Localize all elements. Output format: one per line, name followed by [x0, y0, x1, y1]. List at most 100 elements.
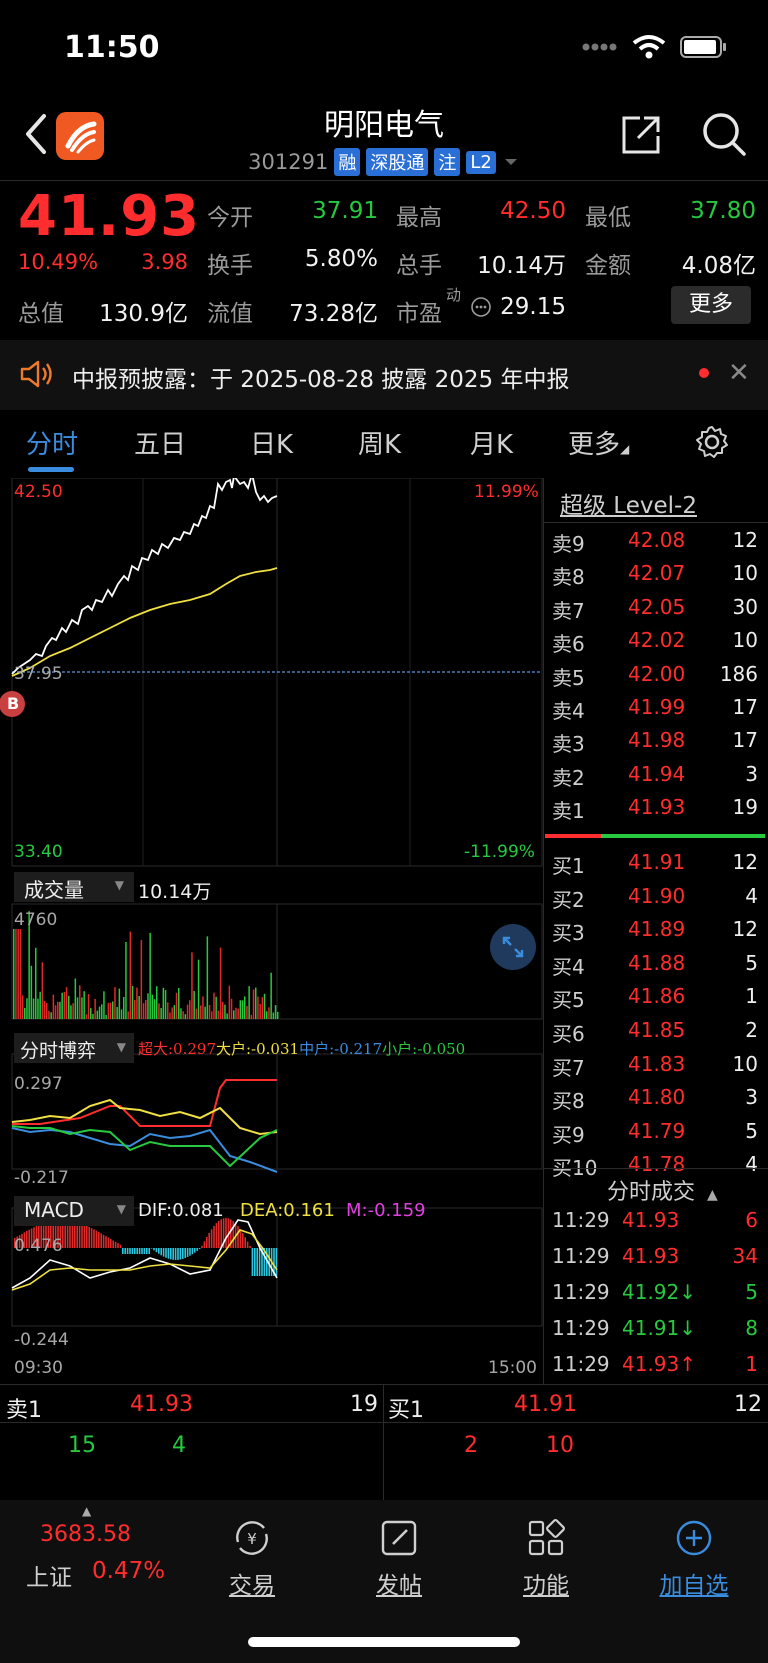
bid-row[interactable]: 买1 41.91 12 — [552, 850, 758, 880]
ask-price: 42.02 — [628, 628, 686, 653]
nav-trade[interactable]: ¥ 交易 — [182, 1518, 322, 1600]
more-button[interactable]: 更多 — [671, 286, 751, 324]
ask-row[interactable]: 卖2 41.94 3 — [552, 762, 758, 792]
amount-value: 4.08亿 — [681, 253, 756, 279]
ask-row[interactable]: 卖3 41.98 17 — [552, 728, 758, 758]
open-value: 37.91 — [312, 198, 378, 224]
tab-more[interactable]: 更多◢ — [568, 424, 629, 461]
bid-volume: 3 — [745, 1085, 758, 1110]
tab-weekly-k[interactable]: 周K — [358, 430, 402, 460]
tab-monthly-k[interactable]: 月K — [470, 430, 514, 460]
level1-ask-sub1: 15 — [68, 1433, 96, 1458]
nav-post[interactable]: 发帖 — [329, 1518, 469, 1600]
bid-row[interactable]: 买4 41.88 5 — [552, 951, 758, 981]
ask-row[interactable]: 卖4 41.99 17 — [552, 695, 758, 725]
macd-axis-max: 0.476 — [14, 1236, 63, 1256]
tab-daily-k[interactable]: 日K — [250, 430, 294, 460]
nav-trade-label: 交易 — [229, 1573, 275, 1599]
ask-row[interactable]: 卖1 41.93 19 — [552, 795, 758, 825]
tab-intraday[interactable]: 分时 — [26, 430, 79, 460]
bid-row[interactable]: 买6 41.85 2 — [552, 1018, 758, 1048]
tab-active-indicator — [28, 467, 74, 472]
bid-price: 41.89 — [628, 917, 686, 942]
search-icon[interactable] — [700, 110, 748, 158]
volume-indicator-selector[interactable]: 成交量 ▼ — [14, 872, 134, 902]
intraday-chart[interactable] — [0, 478, 545, 1378]
level2-title[interactable]: 超级 Level-2 — [560, 493, 697, 519]
pe-more-icon[interactable] — [470, 296, 492, 318]
bid-row[interactable]: 买10 41.78 4 — [552, 1152, 758, 1182]
tick-time: 11:29 — [552, 1352, 610, 1376]
price-line — [11, 478, 278, 675]
macd-indicator-selector[interactable]: MACD ▼ — [14, 1196, 134, 1226]
index-name: 上证 — [26, 1565, 72, 1591]
buy-signal-badge-label: B — [7, 694, 20, 713]
ask-ratio-segment — [545, 834, 601, 838]
level1-bid-vol: 12 — [734, 1392, 762, 1417]
stock-code-row[interactable]: 301291 融 深股通 注 L2 — [0, 148, 768, 176]
nav-post-label: 发帖 — [376, 1573, 422, 1599]
bo-indicator-selector[interactable]: 分时博弈 ▼ — [14, 1033, 134, 1063]
ask-volume: 12 — [732, 528, 758, 552]
share-icon[interactable] — [618, 112, 664, 158]
ask-row[interactable]: 卖8 42.07 10 — [552, 561, 758, 591]
bid-price: 41.83 — [628, 1051, 686, 1076]
bid-row[interactable]: 买9 41.79 5 — [552, 1119, 758, 1149]
dropdown-icon — [504, 159, 517, 165]
tab-more-caret-icon: ◢ — [620, 442, 630, 456]
ask-level-label: 卖1 — [552, 799, 585, 824]
nav-functions[interactable]: 功能 — [476, 1518, 616, 1600]
notice-bar[interactable] — [0, 340, 768, 410]
bid-level-label: 买5 — [552, 988, 585, 1013]
pe-value: 29.15 — [500, 294, 566, 320]
bid-row[interactable]: 买7 41.83 10 — [552, 1052, 758, 1082]
ask-row[interactable]: 卖6 42.02 10 — [552, 628, 758, 658]
last-price: 41.93 — [18, 184, 201, 249]
total-cap-label: 总值 — [18, 301, 64, 327]
buy-signal-badge — [0, 691, 25, 717]
macd-indicator-caret-icon: ▼ — [116, 1202, 126, 1216]
app-logo — [56, 112, 104, 160]
bid-volume: 4 — [745, 883, 758, 908]
tab-five-day[interactable]: 五日 — [134, 430, 187, 460]
tick-price: 41.92↓ — [622, 1280, 697, 1304]
index-value[interactable]: 3683.58 — [40, 1522, 131, 1547]
fullscreen-button[interactable] — [490, 924, 536, 970]
post-icon — [381, 1520, 417, 1556]
ask-row[interactable]: 卖7 42.05 30 — [552, 595, 758, 625]
notice-close-icon[interactable]: ✕ — [728, 358, 750, 388]
macd-axis-min: -0.244 — [14, 1330, 69, 1350]
index-expand-icon[interactable]: ▲ — [82, 1504, 92, 1518]
nav-add-watchlist[interactable]: 加自选 — [624, 1518, 764, 1600]
bid-row[interactable]: 买2 41.90 4 — [552, 884, 758, 914]
chart-settings-gear-icon[interactable] — [694, 424, 730, 460]
bo-super-line — [12, 1079, 277, 1127]
pe-label: 市盈 — [396, 301, 442, 327]
level1-ask-vol: 19 — [350, 1392, 378, 1417]
svg-text:¥: ¥ — [247, 1530, 257, 1548]
low-value: 37.80 — [690, 198, 756, 224]
index-change-pct: 0.47% — [92, 1558, 166, 1584]
avg-price-line — [11, 567, 278, 677]
level1-ask-price: 41.93 — [130, 1392, 193, 1417]
ask-price: 41.99 — [628, 695, 686, 719]
bid-row[interactable]: 买8 41.80 3 — [552, 1085, 758, 1115]
bid-row[interactable]: 买5 41.86 1 — [552, 984, 758, 1014]
back-icon[interactable] — [14, 106, 58, 162]
tag-registered: 注 — [434, 148, 461, 176]
bid-volume: 4 — [745, 1152, 758, 1177]
bid-row[interactable]: 买3 41.89 12 — [552, 917, 758, 947]
ask-row[interactable]: 卖5 42.00 186 — [552, 662, 758, 692]
tag-margin: 融 — [334, 148, 361, 176]
turnover-label: 换手 — [207, 253, 253, 279]
bid-level-label: 买10 — [552, 1156, 598, 1181]
bo-legend-medium: 中户:-0.217 — [299, 1040, 383, 1058]
bid-price: 41.85 — [628, 1018, 686, 1042]
ticks-title[interactable]: 分时成交 ▲ — [607, 1174, 718, 1206]
bid-price: 41.79 — [628, 1118, 686, 1143]
bid-price: 41.86 — [628, 984, 686, 1009]
pct-axis-high: 11.99% — [474, 482, 539, 502]
amount-label: 金额 — [585, 253, 631, 279]
ask-row[interactable]: 卖9 42.08 12 — [552, 528, 758, 558]
price-axis-high: 42.50 — [14, 482, 63, 502]
